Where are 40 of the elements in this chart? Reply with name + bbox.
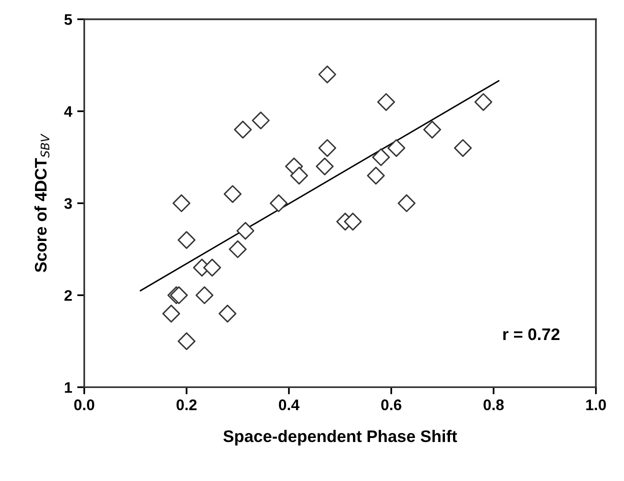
point [178,231,196,249]
point [387,139,406,157]
point [290,166,308,185]
point [178,332,196,350]
point [344,212,362,231]
point [423,120,442,139]
point [224,185,242,203]
point [454,139,472,157]
x-tick-label: 0.8 [484,399,504,410]
x-axis-title: Space-dependent Phase Shift [223,430,458,446]
annotation: r = 0.72 [503,328,560,340]
point [172,194,190,212]
point [228,240,247,258]
x-tick-label: 0.0 [74,399,94,410]
point [162,304,180,323]
x-tick-label: 0.2 [176,399,197,410]
point [252,112,270,130]
point [316,158,334,176]
point [318,139,336,157]
y-tick-label: 3 [64,198,72,209]
point [372,148,390,166]
point [196,286,214,304]
x-tick-label: 0.6 [381,399,402,410]
x-tick-label: 1.0 [586,399,606,410]
point [270,194,288,212]
y-tick-label: 1 [64,382,72,393]
y-axis-title: Score of 4DCT$_{SBV}$ [34,134,50,272]
point [203,258,222,277]
y-tick-label: 4 [64,106,72,117]
point [366,166,385,185]
point [236,222,254,240]
y-tick-label: 5 [64,14,72,25]
x-tick-label: 0.4 [278,399,300,410]
point [234,120,252,139]
point [377,93,396,111]
point [398,194,416,212]
point [318,66,336,84]
y-tick-label: 2 [64,290,72,301]
point [218,304,236,323]
point [474,93,492,111]
